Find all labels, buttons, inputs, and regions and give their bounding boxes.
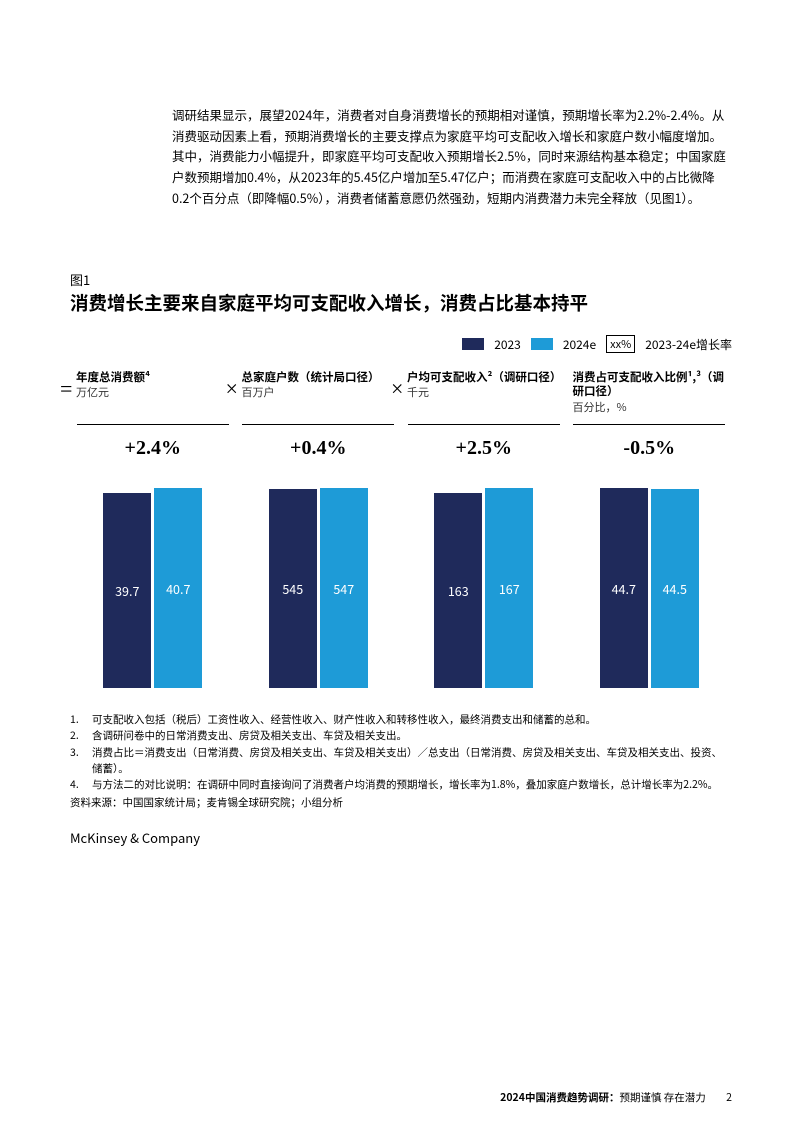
bar-pair: 545547 [269,478,368,688]
legend-swatch-2023 [462,338,484,350]
bar-pair: 163167 [434,478,533,688]
bar-2024e: 40.7 [154,488,202,688]
bar-2024e: 167 [485,488,533,688]
footnote-item: 3.消费占比＝消费支出（日常消费、房贷及相关支出、车贷及相关支出）／总支出（日常… [70,745,732,778]
chart-panel: 年度总消费额⁴万亿元 +2.4% 39.740.7 [70,370,236,690]
panel-title: 消费占可支配收入比例¹,³（调研口径） [573,370,727,399]
legend-label-2024e: 2024e [563,336,596,353]
panel-growth-rate: +0.4% [290,437,346,460]
footnote-number: 4. [70,777,92,793]
panel-growth-rate: +2.4% [125,437,181,460]
panel-rule [573,424,725,425]
decomposition-chart: =年度总消费额⁴万亿元+2.4%39.740.7×总家庭户数（统计局口径）百万户… [70,370,732,690]
chart-panel: 消费占可支配收入比例¹,³（调研口径）百分比，% -0.5% 44.744.5 [567,370,733,690]
panel-growth-rate: -0.5% [623,437,675,460]
bar-2023: 44.7 [600,488,648,688]
panel-title: 总家庭户数（统计局口径） [242,370,396,384]
panel-unit: 百万户 [242,384,396,400]
panel-rule [77,424,229,425]
panel-title: 年度总消费额⁴ [76,370,230,384]
footer-title-rest: 预期谨慎 存在潜力 [619,1090,705,1105]
legend-growth-box: xx% [606,335,635,353]
chart-panel: 总家庭户数（统计局口径）百万户 +0.4% 545547 [236,370,402,690]
footnotes: 1.可支配收入包括（税后）工资性收入、经营性收入、财产性收入和转移性收入，最终消… [70,712,732,812]
panel-growth-rate: +2.5% [456,437,512,460]
figure-title: 消费增长主要来自家庭平均可支配收入增长，消费占比基本持平 [70,290,588,316]
panel-title: 户均可支配收入²（调研口径） [407,370,561,384]
panel-unit: 千元 [407,384,561,400]
footer-title-bold: 2024中国消费趋势调研： [500,1090,619,1105]
bar-pair: 39.740.7 [103,478,202,688]
footnote-item: 2.含调研问卷中的日常消费支出、房贷及相关支出、车贷及相关支出。 [70,728,732,744]
footnote-number: 3. [70,745,92,778]
footnote-item: 4.与方法二的对比说明：在调研中同时直接询问了消费者户均消费的预期增长，增长率为… [70,777,732,793]
panel-unit: 百分比，% [573,399,727,415]
page-footer: 2024中国消费趋势调研：预期谨慎 存在潜力 2 [500,1090,732,1105]
footnote-text: 消费占比＝消费支出（日常消费、房贷及相关支出、车贷及相关支出）／总支出（日常消费… [92,745,732,778]
figure-label: 图1 [70,270,90,289]
chart-panel: 户均可支配收入²（调研口径）千元 +2.5% 163167 [401,370,567,690]
footnote-number: 1. [70,712,92,728]
intro-paragraph: 调研结果显示，展望2024年，消费者对自身消费增长的预期相对谨慎，预期增长率为2… [172,105,732,208]
bar-2023: 545 [269,489,317,688]
legend-label-2023: 2023 [494,336,521,353]
panel-rule [408,424,560,425]
footnote-text: 与方法二的对比说明：在调研中同时直接询问了消费者户均消费的预期增长，增长率为1.… [92,777,718,793]
footnote-text: 含调研问卷中的日常消费支出、房贷及相关支出、车贷及相关支出。 [92,728,407,744]
legend-swatch-2024e [531,338,553,350]
footnote-item: 1.可支配收入包括（税后）工资性收入、经营性收入、财产性收入和转移性收入，最终消… [70,712,732,728]
bar-2024e: 547 [320,488,368,688]
bar-pair: 44.744.5 [600,478,699,688]
legend-growth-label: 2023-24e增长率 [645,336,732,353]
footnote-text: 可支配收入包括（税后）工资性收入、经营性收入、财产性收入和转移性收入，最终消费支… [92,712,596,728]
source-line: 资料来源：中国国家统计局；麦肯锡全球研究院；小组分析 [70,795,732,811]
bar-2023: 163 [434,493,482,688]
page-number: 2 [726,1090,732,1105]
panel-unit: 万亿元 [76,384,230,400]
bar-2024e: 44.5 [651,489,699,688]
chart-legend: 2023 2024e xx% 2023-24e增长率 [462,335,732,353]
bar-2023: 39.7 [103,493,151,688]
panel-rule [242,424,394,425]
footnote-number: 2. [70,728,92,744]
company-name: McKinsey & Company [70,828,200,847]
